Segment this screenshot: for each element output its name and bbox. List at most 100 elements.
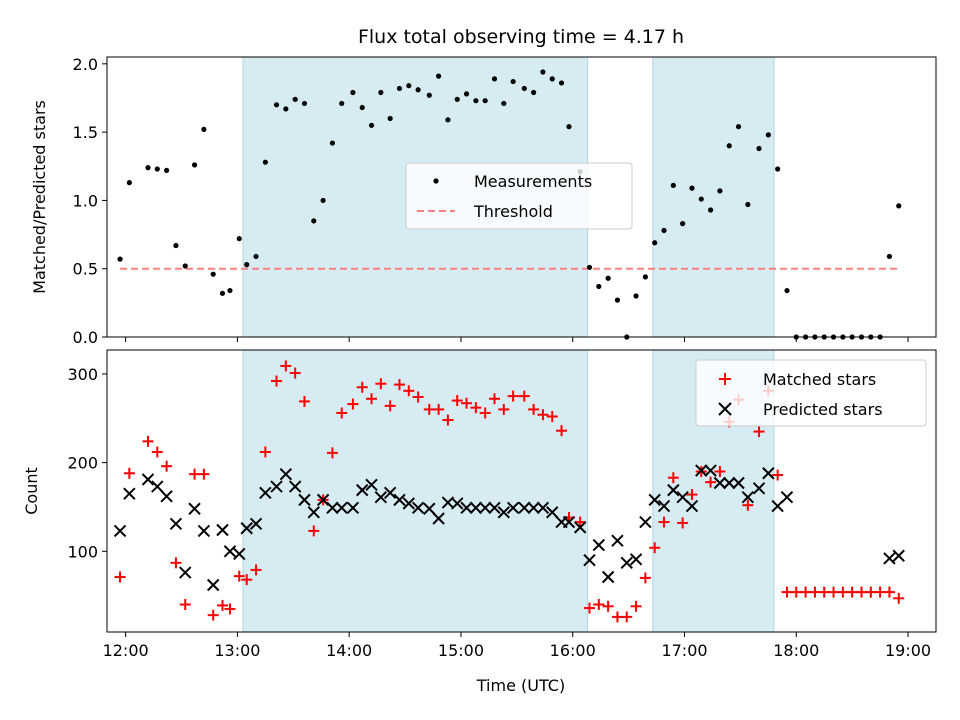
measurement-point xyxy=(521,85,527,92)
predicted-star-point xyxy=(639,515,652,529)
measurement-point xyxy=(661,227,667,234)
measurement-point xyxy=(273,102,280,108)
y-tick-label: 1.5 xyxy=(73,123,98,142)
x-tick-label: 15:00 xyxy=(438,641,484,660)
matched-star-point xyxy=(828,586,840,598)
predicted-star-point xyxy=(883,552,896,565)
x-tick-label: 18:00 xyxy=(773,641,819,660)
predicted-star-point xyxy=(298,493,311,507)
predicted-star-point xyxy=(432,512,445,525)
measurement-point xyxy=(745,201,751,208)
measurement-point xyxy=(445,117,451,123)
matched-star-point xyxy=(123,467,135,479)
predicted-star-point xyxy=(240,522,253,535)
predicted-star-point xyxy=(685,499,699,513)
measurement-point xyxy=(717,188,723,194)
matched-star-point xyxy=(714,465,726,477)
predicted-star-point xyxy=(206,578,220,592)
measurement-point xyxy=(253,253,259,260)
measurement-point xyxy=(605,275,611,281)
bottom-y-axis-label: Count xyxy=(22,467,41,515)
measurement-point xyxy=(454,96,460,102)
measurement-point xyxy=(292,96,298,102)
matched-star-point xyxy=(846,586,858,598)
predicted-star-point xyxy=(497,506,511,519)
matched-star-point xyxy=(818,586,830,598)
matched-star-point xyxy=(611,611,623,623)
predicted-star-point xyxy=(780,491,794,504)
measurement-point xyxy=(368,122,375,128)
matched-star-point xyxy=(250,564,262,576)
predicted-star-point xyxy=(113,524,127,538)
y-tick-label: 200 xyxy=(67,454,98,473)
top-axes-frame xyxy=(106,56,937,338)
measurement-point xyxy=(765,132,771,138)
measurement-point xyxy=(201,126,207,132)
matched-star-point xyxy=(583,602,595,614)
matched-star-point xyxy=(602,600,614,612)
measurement-point xyxy=(784,287,790,294)
predicted-star-point xyxy=(648,493,661,507)
bottom-axes-frame xyxy=(106,349,937,633)
measurement-point xyxy=(378,89,384,96)
matched-star-point xyxy=(217,599,229,611)
matched-star-point xyxy=(742,499,754,511)
predicted-star-point xyxy=(259,486,272,499)
matched-star-point xyxy=(677,517,689,529)
legend-matched-marker xyxy=(719,373,731,385)
matched-star-point xyxy=(233,570,245,582)
measurement-point xyxy=(756,145,762,152)
matched-star-point xyxy=(507,390,519,402)
predicted-star-point xyxy=(611,534,624,547)
measurement-point xyxy=(117,256,123,262)
measurement-point xyxy=(531,89,537,96)
predicted-star-point xyxy=(335,501,348,515)
x-tick-label: 16:00 xyxy=(550,641,596,660)
predicted-star-point xyxy=(478,501,492,515)
matched-star-point xyxy=(461,397,473,409)
predicted-star-point xyxy=(160,490,173,503)
matched-star-point xyxy=(271,375,283,387)
matched-star-point xyxy=(574,516,586,528)
x-tick-label: 13:00 xyxy=(214,641,260,660)
predicted-star-point xyxy=(629,553,643,566)
matched-star-point xyxy=(772,469,784,481)
matched-star-point xyxy=(170,557,182,569)
matched-star-point xyxy=(658,516,670,528)
matched-star-point xyxy=(528,403,540,415)
matched-star-point xyxy=(809,586,821,598)
measurement-point xyxy=(558,80,565,86)
matched-star-point xyxy=(259,446,271,458)
observing-window xyxy=(242,349,589,633)
predicted-star-point xyxy=(365,478,378,491)
matched-star-point xyxy=(893,592,905,604)
measurement-point xyxy=(406,83,412,89)
measurement-point xyxy=(262,159,268,165)
measurement-point xyxy=(735,124,742,130)
predicted-star-point xyxy=(151,480,164,493)
measurement-point xyxy=(726,143,732,149)
matched-star-point xyxy=(790,586,802,598)
matched-star-point xyxy=(479,407,491,419)
matched-star-point xyxy=(375,378,387,390)
matched-star-point xyxy=(855,586,867,598)
predicted-star-point xyxy=(527,501,540,515)
predicted-star-point xyxy=(592,538,606,552)
x-tick-label: 12:00 xyxy=(103,641,149,660)
predicted-star-point xyxy=(223,545,237,558)
predicted-star-point xyxy=(752,482,766,495)
measurement-point xyxy=(145,165,151,171)
legend-predicted-marker xyxy=(718,402,732,416)
measurement-point xyxy=(301,100,308,107)
predicted-star-point xyxy=(346,501,360,515)
measurement-point xyxy=(227,287,233,294)
measurement-point xyxy=(311,218,317,224)
measurement-point xyxy=(415,87,421,93)
chart-title: Flux total observing time = 4.17 h xyxy=(358,26,684,48)
predicted-star-point xyxy=(393,493,406,507)
measurement-point xyxy=(680,221,686,227)
predicted-star-point xyxy=(562,515,576,529)
predicted-star-point xyxy=(460,501,473,515)
y-tick-label: 0.0 xyxy=(73,328,98,347)
predicted-star-point xyxy=(279,467,293,481)
